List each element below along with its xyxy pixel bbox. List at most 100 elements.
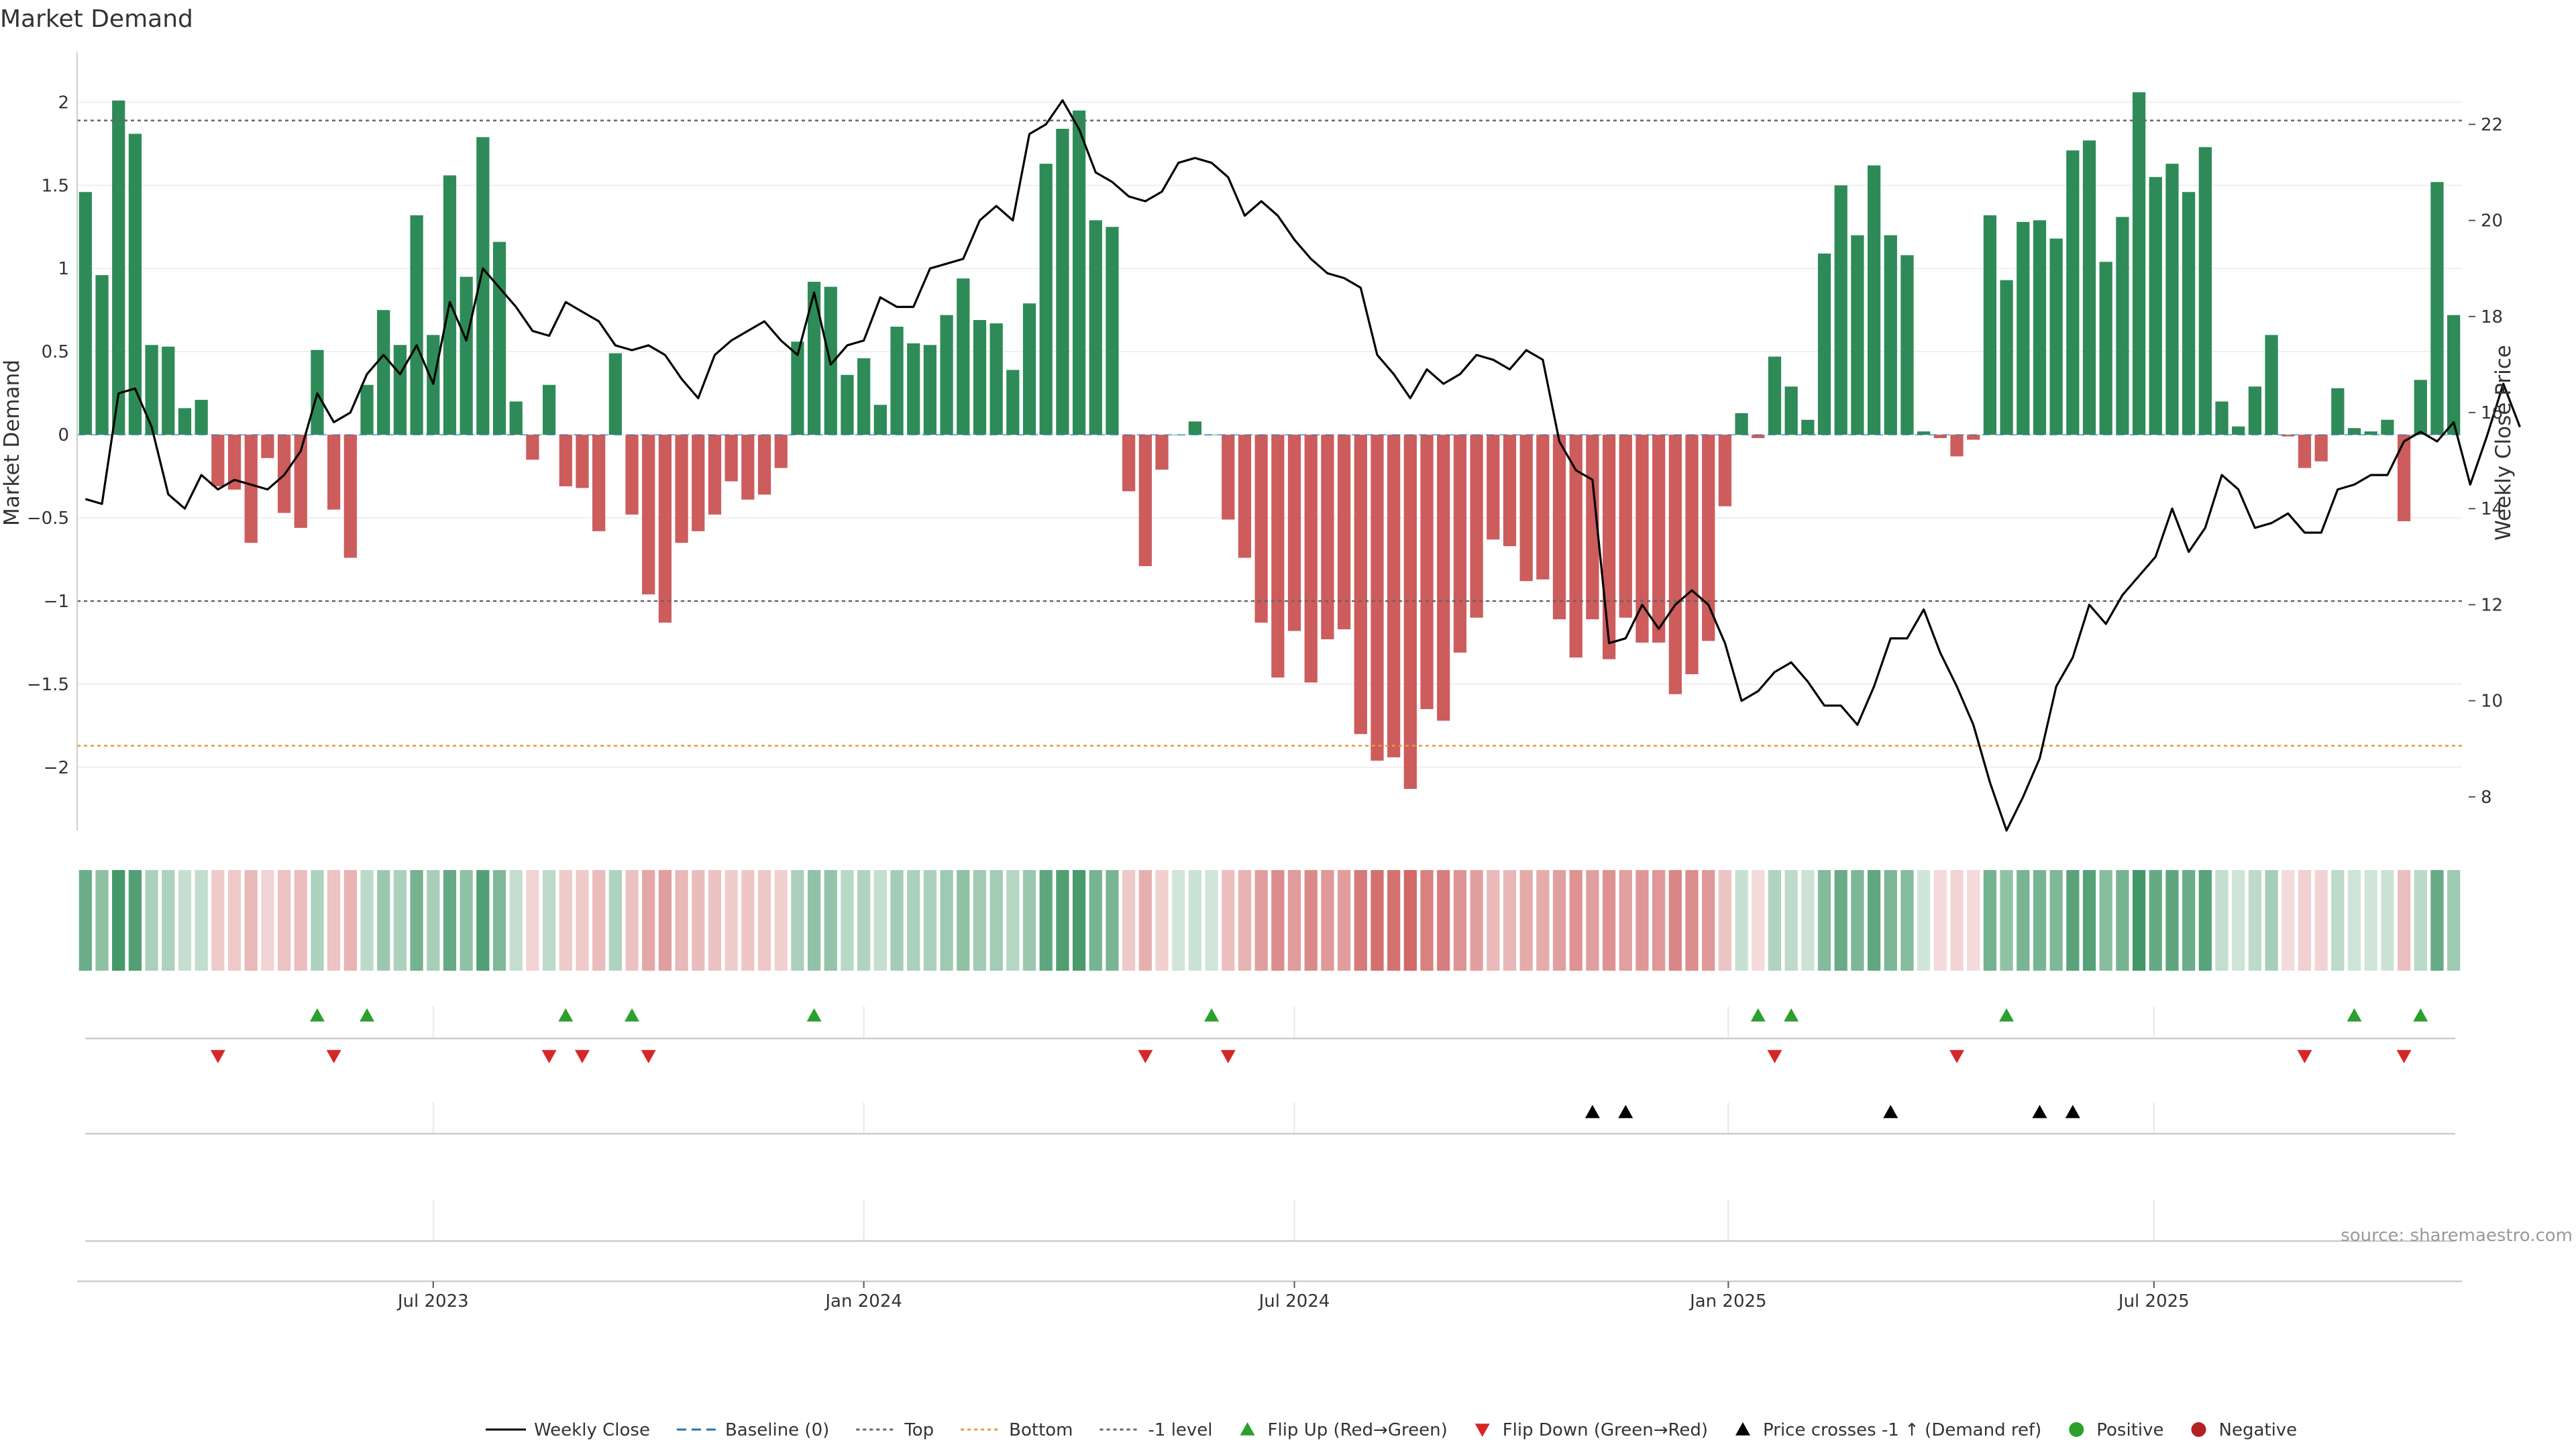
flip-up-marker: [2347, 1008, 2362, 1022]
demand-bar: [1039, 164, 1053, 435]
heat-cell: [542, 870, 556, 971]
price-cross-marker: [1618, 1105, 1633, 1118]
heat-cell: [824, 870, 837, 971]
heat-cell: [1039, 870, 1053, 971]
demand-bar: [492, 241, 506, 435]
heat-cell: [1635, 870, 1649, 971]
reference-lines: [77, 119, 2462, 747]
demand-bar: [509, 401, 523, 435]
flip-down-marker: [574, 1050, 590, 1063]
heat-cell: [2066, 870, 2080, 971]
demand-bar: [1138, 435, 1152, 566]
heat-cell: [261, 870, 274, 971]
heat-cell: [1685, 870, 1699, 971]
legend-item: Negative: [2191, 1420, 2297, 1440]
heat-cell: [2215, 870, 2229, 971]
demand-bar: [1437, 435, 1450, 721]
demand-bar: [2215, 401, 2229, 435]
heat-cell: [145, 870, 158, 971]
heat-cell: [973, 870, 987, 971]
heat-cell: [592, 870, 606, 971]
heat-cell: [393, 870, 407, 971]
flip-down-marker: [210, 1050, 225, 1063]
legend-item: Top: [856, 1420, 934, 1440]
heat-cell: [2099, 870, 2112, 971]
demand-bar: [1635, 435, 1649, 643]
heat-cell: [1006, 870, 1020, 971]
demand-bar: [145, 345, 158, 435]
heat-cell: [2430, 870, 2444, 971]
demand-bar: [410, 215, 423, 435]
demand-bar: [1900, 255, 1914, 435]
demand-bar: [923, 345, 937, 435]
heat-cell: [2182, 870, 2196, 971]
flip-up-marker: [1999, 1008, 2015, 1022]
heat-cell: [692, 870, 705, 971]
demand-bar: [841, 374, 854, 435]
x-tick-label: Jul 2024: [1258, 1291, 1330, 1311]
demand-bar: [1321, 435, 1334, 639]
heat-cell: [2347, 870, 2361, 971]
demand-bar: [476, 137, 490, 435]
demand-bar: [2282, 435, 2295, 437]
heat-cell: [410, 870, 423, 971]
demand-bar: [2082, 140, 2096, 435]
heat-cell: [1652, 870, 1666, 971]
demand-bar: [2099, 262, 2112, 435]
demand-bar: [1403, 435, 1417, 790]
heat-cell: [244, 870, 258, 971]
heat-cell: [1387, 870, 1401, 971]
right-axis: 8 10 12 14 16 18 20 22: [2469, 115, 2503, 808]
demand-bar: [1304, 435, 1318, 683]
left-tick-label: 0.5: [42, 342, 69, 362]
legend-item: Baseline (0): [676, 1420, 829, 1440]
left-tick-label: −1: [44, 592, 69, 612]
price-cross-marker: [2032, 1105, 2047, 1118]
heat-cell: [1900, 870, 1914, 971]
demand-bar: [261, 435, 274, 458]
heat-cell: [608, 870, 622, 971]
heat-cell: [1337, 870, 1351, 971]
demand-bar: [2381, 419, 2394, 435]
demand-bar: [890, 326, 904, 435]
flip-down-marker: [641, 1050, 656, 1063]
heat-cell: [443, 870, 457, 971]
heat-cell: [1519, 870, 1533, 971]
legend-swatch: [1240, 1422, 1255, 1436]
legend-item: Bottom: [961, 1420, 1073, 1440]
heat-cell: [2082, 870, 2096, 971]
heat-cell: [2314, 870, 2328, 971]
demand-bar: [1006, 370, 1020, 435]
heat-cell: [2165, 870, 2179, 971]
heat-cell: [1536, 870, 1550, 971]
heat-cell: [1470, 870, 1483, 971]
heat-cell: [1205, 870, 1218, 971]
left-tick-label: −1.5: [27, 675, 69, 695]
heat-cell: [1222, 870, 1235, 971]
demand-bar: [774, 435, 788, 468]
demand-bar: [1586, 435, 1599, 620]
flip-up-marker: [625, 1008, 640, 1022]
demand-bar: [377, 310, 390, 435]
right-tick-label: 18: [2481, 307, 2503, 327]
heat-cell: [1453, 870, 1467, 971]
demand-bar: [2347, 428, 2361, 435]
demand-bar: [95, 275, 109, 435]
demand-bar: [1106, 227, 1119, 435]
legend-item: -1 level: [1099, 1420, 1213, 1440]
heat-cell: [1188, 870, 1202, 971]
demand-bar: [1089, 220, 1102, 435]
heat-cell: [78, 870, 92, 971]
demand-bar: [1602, 435, 1616, 659]
demand-bar: [2248, 386, 2262, 435]
heat-cell: [1950, 870, 1964, 971]
demand-bar: [1851, 235, 1864, 435]
demand-bar: [2149, 176, 2162, 435]
heat-cell: [178, 870, 192, 971]
right-tick-label: 22: [2481, 115, 2503, 135]
legend-label: Top: [904, 1420, 934, 1440]
x-tick-label: Jan 2025: [1688, 1291, 1767, 1311]
heat-cell: [757, 870, 771, 971]
flip-down-marker: [1767, 1050, 1782, 1063]
demand-bar: [559, 435, 572, 486]
